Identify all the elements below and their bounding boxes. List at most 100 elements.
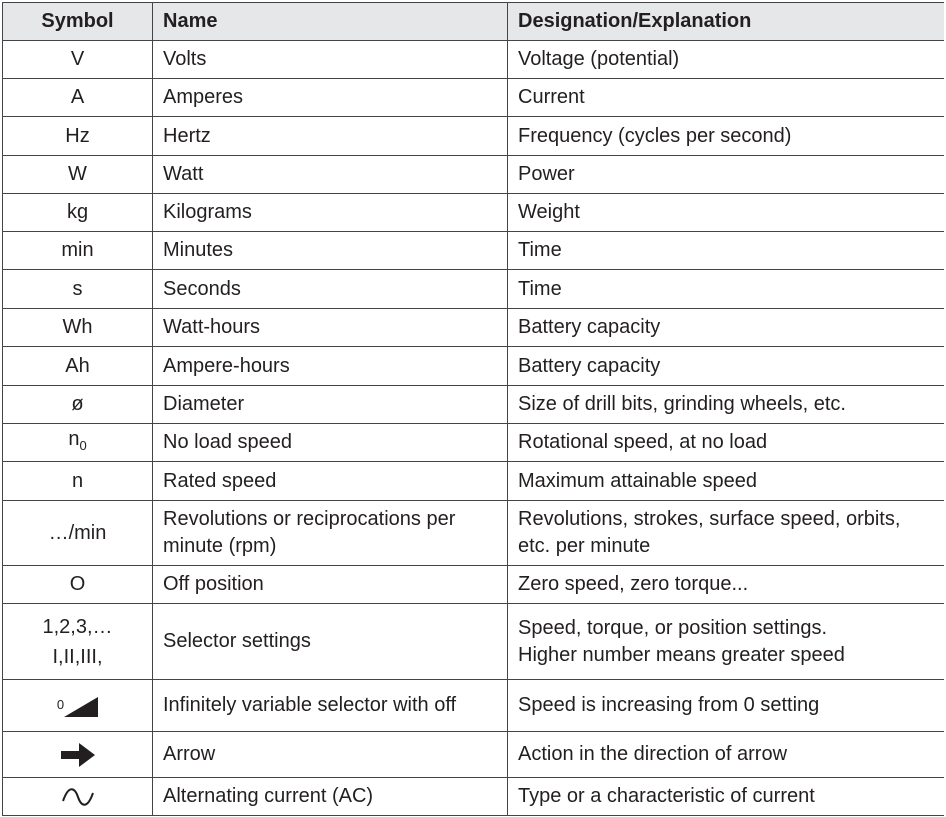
- symbol-cell: ø: [2, 385, 153, 424]
- symbol-text: O: [69, 573, 86, 595]
- symbol-text: V: [70, 48, 85, 70]
- designation-line: Higher number means greater speed: [518, 643, 845, 666]
- symbol-cell: [2, 777, 153, 816]
- name-cell: Alternating current (AC): [152, 777, 508, 816]
- designation-cell: Frequency (cycles per second): [507, 116, 944, 156]
- symbol-cell: O: [2, 565, 153, 604]
- symbol-cell: min: [2, 231, 153, 270]
- designation-cell: Rotational speed, at no load: [507, 423, 944, 462]
- designation-cell: Revolutions, strokes, surface speed, orb…: [507, 500, 944, 566]
- symbol-cell: 1,2,3,… I,II,III,: [2, 603, 153, 680]
- name-cell: Selector settings: [152, 603, 508, 680]
- symbol-cell: Hz: [2, 116, 153, 156]
- symbol-text: kg: [66, 201, 89, 223]
- table-row: ø Diameter Size of drill bits, grinding wh…: [2, 385, 944, 424]
- arrow-icon: [60, 742, 95, 767]
- table-row: Ah Ampere-hours Battery capacity: [2, 346, 944, 386]
- symbol-text: min: [61, 239, 94, 261]
- name-cell: Watt: [152, 155, 508, 194]
- table-row: n0 No load speed Rotational speed, at no l…: [2, 423, 944, 462]
- name-cell: Volts: [152, 40, 508, 79]
- name-cell: No load speed: [152, 423, 508, 462]
- table-row: 0 Infinitely variable selector with off Sp…: [2, 679, 944, 732]
- table-row: V Volts Voltage (potential): [2, 40, 944, 79]
- name-cell: Off position: [152, 565, 508, 604]
- symbol-text: Ah: [65, 354, 90, 377]
- name-cell: Arrow: [152, 731, 508, 778]
- symbol-text: s: [72, 277, 83, 300]
- designation-cell: Battery capacity: [507, 346, 944, 386]
- name-cell: Kilograms: [152, 193, 508, 232]
- table-row: …/min Revolutions or reciprocations per m…: [2, 500, 944, 566]
- symbol-text: n: [68, 428, 80, 450]
- name-cell: Infinitely variable selector with off: [152, 679, 508, 732]
- symbol-text: Wh: [62, 316, 93, 338]
- symbol-cell: [2, 731, 153, 778]
- name-cell: Rated speed: [152, 461, 508, 501]
- ramp-icon: [64, 697, 99, 718]
- table-row: Hz Hertz Frequency (cycles per second): [2, 116, 944, 156]
- symbol-line: 1,2,3,…: [42, 615, 113, 638]
- symbol-cell: W: [2, 155, 153, 194]
- designation-cell: Current: [507, 78, 944, 117]
- designation-cell: Power: [507, 155, 944, 194]
- designation-cell: Type or a characteristic of current: [507, 777, 944, 816]
- name-cell: Ampere-hours: [152, 346, 508, 386]
- symbol-cell: V: [2, 40, 153, 79]
- name-cell: Watt-hours: [152, 308, 508, 347]
- designation-line: Speed, torque, or position settings.: [518, 616, 828, 639]
- symbol-cell: Ah: [2, 346, 153, 386]
- symbol-line: I,II,III,: [52, 645, 103, 668]
- symbol-cell: kg: [2, 193, 153, 232]
- symbol-text: 0: [56, 696, 65, 712]
- designation-cell: Voltage (potential): [507, 40, 944, 79]
- designation-cell: Time: [507, 269, 944, 309]
- symbol-cell: n: [2, 461, 153, 501]
- name-cell: Diameter: [152, 385, 508, 424]
- header-cell: Name: [152, 2, 508, 41]
- symbol-cell: s: [2, 269, 153, 309]
- table-row: n Rated speed Maximum attainable speed: [2, 461, 944, 501]
- designation-cell: Maximum attainable speed: [507, 461, 944, 501]
- symbol-cell: n0: [2, 423, 153, 462]
- table-row: Arrow Action in the direction of arrow: [2, 731, 944, 778]
- designation-cell: Zero speed, zero torque...: [507, 565, 944, 604]
- symbol-text: W: [68, 163, 87, 185]
- table-body: V Volts Voltage (potential) A Amperes Current…: [2, 40, 944, 816]
- symbol-cell: 0: [2, 679, 153, 732]
- table-row: Alternating current (AC) Type or a charac…: [2, 777, 944, 816]
- symbol-text: Hz: [65, 124, 90, 147]
- table-row: 1,2,3,… I,II,III, Selector settings Speed, …: [2, 603, 944, 680]
- table-row: Wh Watt-hours Battery capacity: [2, 308, 944, 347]
- designation-cell: Size of drill bits, grinding wheels, etc…: [507, 385, 944, 424]
- table-row: A Amperes Current: [2, 78, 944, 117]
- designation-cell: Battery capacity: [507, 308, 944, 347]
- table-row: W Watt Power: [2, 155, 944, 194]
- designation-cell: Speed is increasing from 0 setting: [507, 679, 944, 732]
- table-row: s Seconds Time: [2, 269, 944, 309]
- designation-cell: Action in the direction of arrow: [507, 731, 944, 778]
- header-cell: Symbol: [2, 2, 153, 41]
- name-cell: Hertz: [152, 116, 508, 156]
- symbol-text: A: [70, 86, 85, 108]
- header-cell: Designation/Explanation: [507, 2, 944, 41]
- designation-cell: Speed, torque, or position settings. High…: [507, 603, 944, 680]
- table-row: min Minutes Time: [2, 231, 944, 270]
- symbol-cell: Wh: [2, 308, 153, 347]
- designation-cell: Time: [507, 231, 944, 270]
- ac-icon: [61, 788, 94, 806]
- symbol-cell: …/min: [2, 500, 153, 566]
- symbol-text: …/min: [48, 521, 107, 544]
- symbol-text: n: [71, 469, 84, 492]
- name-cell: Minutes: [152, 231, 508, 270]
- symbol-subscript: 0: [79, 438, 87, 453]
- symbol-cell: A: [2, 78, 153, 117]
- symbol-text: ø: [71, 393, 84, 415]
- table-row: O Off position Zero speed, zero torque...: [2, 565, 944, 604]
- header-row: Symbol Name Designation/Explanation: [2, 2, 944, 41]
- name-cell: Revolutions or reciprocations per minute…: [152, 500, 508, 566]
- table-row: kg Kilograms Weight: [2, 193, 944, 232]
